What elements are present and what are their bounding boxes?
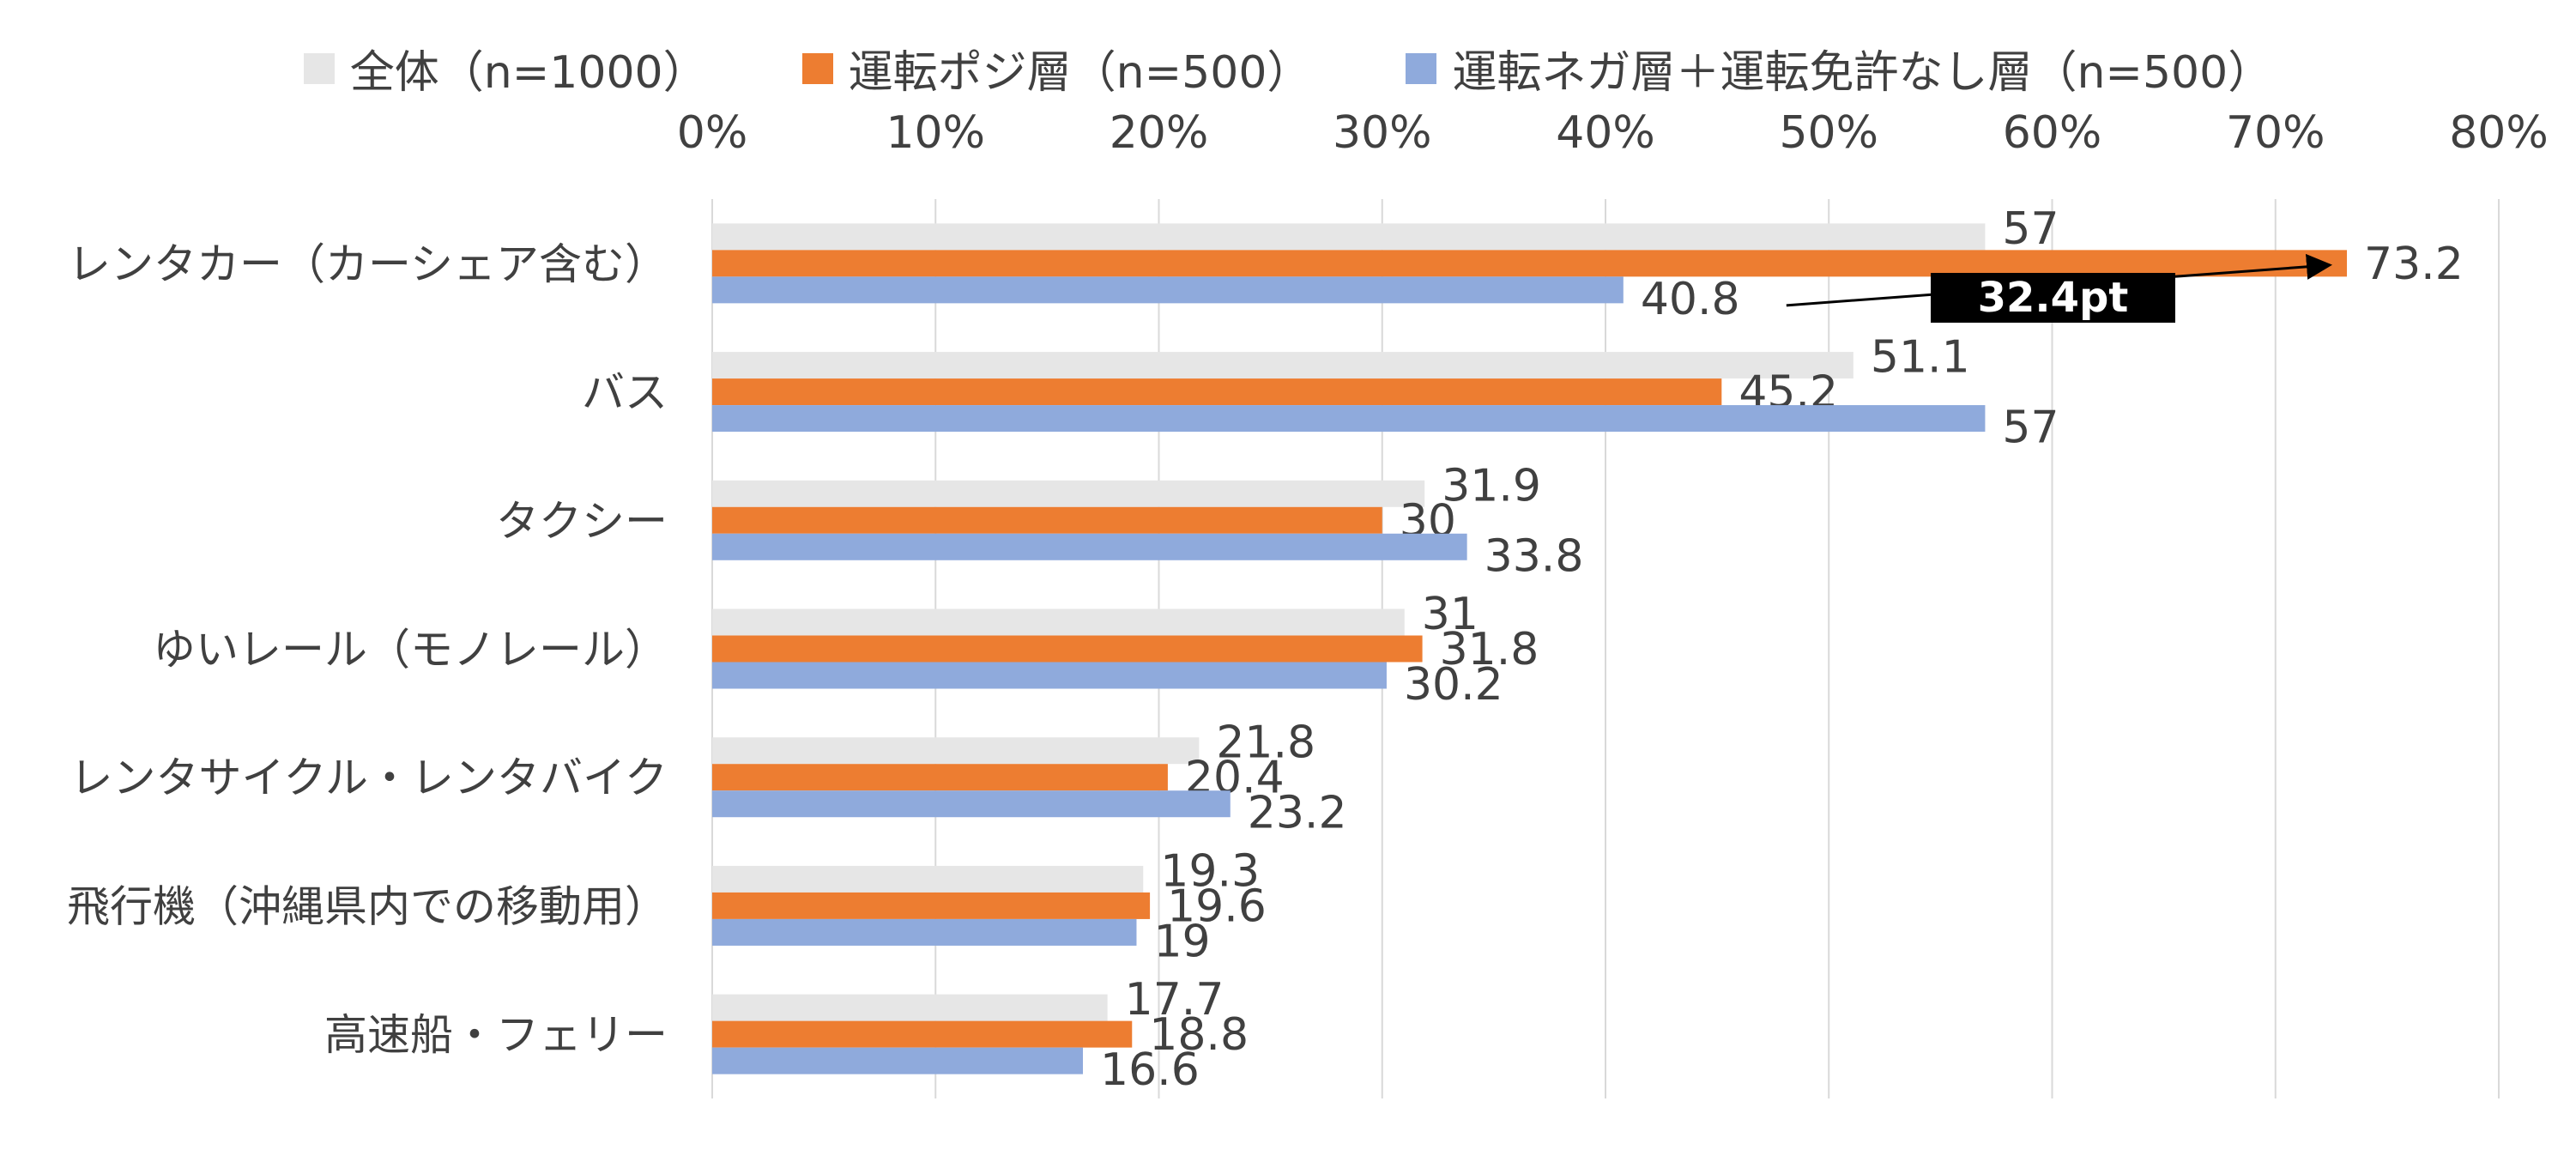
bar-0-series-2 (712, 276, 1624, 304)
x-tick-label-80: 80% (2449, 107, 2549, 159)
data-label-6-series-0: 17.7 (1125, 974, 1225, 1026)
data-label-2-series-0: 31.9 (1442, 460, 1541, 511)
data-label-5-series-0: 19.3 (1160, 845, 1260, 897)
legend-swatch-driving-negative (1406, 52, 1437, 84)
category-label-1: バス (582, 368, 668, 418)
category-label-4: レンタサイクル・レンタバイク (70, 753, 668, 803)
data-label-4-series-0: 21.8 (1216, 717, 1315, 769)
data-label-1-series-2: 57 (2002, 402, 2059, 454)
bar-5-series-0 (712, 865, 1144, 893)
data-label-0-series-2: 40.8 (1641, 274, 1740, 325)
data-label-0-series-0: 57 (2002, 203, 2059, 255)
bar-5-series-1 (712, 892, 1151, 919)
data-label-6-series-1: 18.8 (1149, 1009, 1249, 1061)
x-tick-label-20: 20% (1110, 107, 1209, 159)
bar-2-series-0 (712, 480, 1425, 507)
x-tick-label-40: 40% (1556, 107, 1655, 159)
annotation-label: 32.4pt (1978, 274, 2129, 322)
bar-3-series-2 (712, 662, 1387, 689)
bar-1-series-2 (712, 405, 1986, 433)
data-label-1-series-0: 51.1 (1871, 332, 1970, 384)
legend-item-overall: 全体（n=1000） (303, 36, 708, 100)
bar-2-series-1 (712, 506, 1382, 534)
category-label-6: 高速船・フェリー (324, 1010, 668, 1060)
legend-swatch-driving-positive (801, 52, 833, 84)
bar-4-series-1 (712, 764, 1168, 791)
category-label-0: レンタカー（カーシェア含む） (68, 239, 668, 289)
bar-6-series-0 (712, 994, 1108, 1021)
data-label-5-series-1: 19.6 (1167, 881, 1267, 932)
bar-6-series-2 (712, 1047, 1084, 1074)
bar-4-series-2 (712, 790, 1231, 818)
data-label-2-series-2: 33.8 (1485, 530, 1584, 582)
legend-swatch-overall (303, 52, 335, 84)
bar-1-series-0 (712, 352, 1853, 379)
data-label-6-series-2: 16.6 (1100, 1044, 1200, 1096)
bar-5-series-2 (712, 918, 1137, 946)
bar-3-series-1 (712, 635, 1423, 663)
x-tick-label-60: 60% (2003, 107, 2102, 159)
bar-0-series-1 (712, 250, 2348, 277)
bar-3-series-0 (712, 608, 1405, 636)
bar-4-series-0 (712, 737, 1200, 765)
data-label-3-series-2: 30.2 (1404, 659, 1503, 711)
legend-label-driving-negative: 運転ネガ層＋運転免許なし層（n=500） (1452, 47, 2273, 99)
x-tick-label-0: 0% (677, 107, 748, 159)
x-tick-label-50: 50% (1779, 107, 1878, 159)
bar-1-series-1 (712, 378, 1722, 406)
annotation-box (1931, 273, 2175, 323)
legend-label-overall: 全体（n=1000） (349, 47, 708, 99)
x-tick-label-10: 10% (886, 107, 985, 159)
x-tick-label-30: 30% (1333, 107, 1432, 159)
legend-item-driving-negative: 運転ネガ層＋運転免許なし層（n=500） (1406, 36, 2272, 100)
bar-0-series-0 (712, 223, 1986, 251)
bar-2-series-2 (712, 533, 1467, 560)
x-tick-label-70: 70% (2226, 107, 2325, 159)
category-label-5: 飛行機（沖縄県内での移動用） (67, 881, 668, 931)
data-label-4-series-2: 23.2 (1248, 788, 1347, 839)
category-label-2: タクシー (496, 496, 668, 546)
bar-6-series-1 (712, 1020, 1133, 1048)
data-label-3-series-1: 31.8 (1440, 624, 1539, 675)
legend-label-driving-positive: 運転ポジ層（n=500） (848, 47, 1312, 99)
category-label-3: ゆいレール（モノレール） (153, 625, 668, 675)
data-label-5-series-2: 19 (1153, 916, 1210, 967)
legend-item-driving-positive: 運転ポジ層（n=500） (801, 36, 1312, 100)
chart-legend: 全体（n=1000） 運転ポジ層（n=500） 運転ネガ層＋運転免許なし層（n=… (0, 36, 2576, 100)
data-label-0-series-1: 73.2 (2364, 239, 2464, 290)
data-label-3-series-0: 31 (1422, 589, 1478, 640)
